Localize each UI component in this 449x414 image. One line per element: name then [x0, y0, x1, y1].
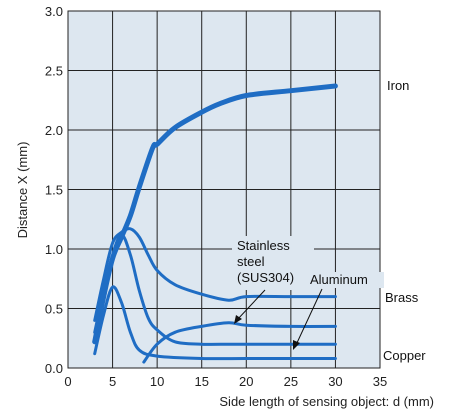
stainless-annotation-bg [232, 236, 314, 290]
x-axis-title: Side length of sensing object: d (mm) [219, 394, 434, 409]
y-tick-label: 1.5 [45, 183, 63, 198]
series-line-stainless-steel-sus304 [93, 233, 337, 346]
series-label-copper: Copper [383, 348, 426, 363]
stainless-label-line2: steel [237, 254, 265, 269]
aluminum-leader-line [295, 288, 323, 346]
x-tick-label: 30 [328, 374, 342, 389]
x-tick-label: 15 [194, 374, 208, 389]
series-label-brass: Brass [385, 290, 419, 305]
y-tick-label: 1.0 [45, 242, 63, 257]
series-line-aluminum [142, 321, 337, 364]
aluminum-label: Aluminum [310, 272, 368, 287]
x-tick-label: 5 [109, 374, 116, 389]
y-tick-label: 3.0 [45, 4, 63, 19]
x-tick-label: 35 [373, 374, 387, 389]
tick-labels: 0 5 10 15 20 25 30 35 0.0 0.5 1.0 1.5 2.0 2.5 3.0 [45, 4, 387, 389]
stainless-annotation: Stainless steel (SUS304) [232, 236, 314, 324]
y-tick-label: 0.5 [45, 302, 63, 317]
aluminum-arrowhead [293, 340, 300, 350]
series-layer [92, 83, 338, 364]
y-tick-label: 2.0 [45, 123, 63, 138]
plot-frame [67, 10, 381, 369]
aluminum-annotation-bg [308, 272, 384, 288]
series-line-copper [93, 285, 337, 361]
x-tick-label: 0 [64, 374, 71, 389]
series-line-brass [93, 227, 337, 322]
x-tick-label: 25 [284, 374, 298, 389]
y-tick-label: 0.0 [45, 361, 63, 376]
y-axis-title: Distance X (mm) [15, 142, 30, 239]
stainless-leader-line [236, 289, 266, 321]
stainless-arrowhead [234, 315, 242, 324]
series-label-iron: Iron [387, 78, 409, 93]
aluminum-annotation: Aluminum [293, 272, 384, 350]
x-tick-label: 10 [150, 374, 164, 389]
grid [68, 11, 380, 368]
stainless-label-line1: Stainless [237, 238, 290, 253]
x-tick-label: 20 [239, 374, 253, 389]
y-tick-label: 2.5 [45, 64, 63, 79]
stainless-label-line3: (SUS304) [237, 270, 294, 285]
